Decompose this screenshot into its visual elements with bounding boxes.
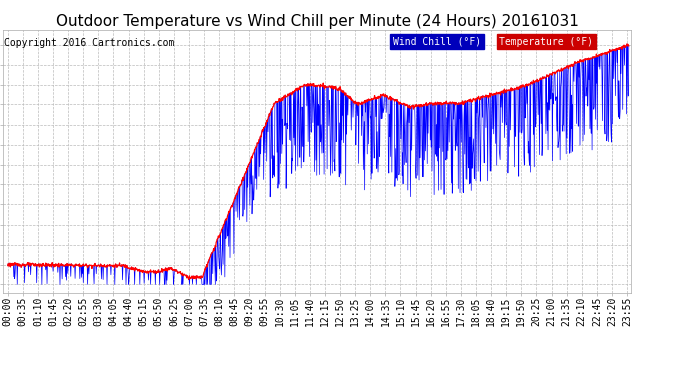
Text: Copyright 2016 Cartronics.com: Copyright 2016 Cartronics.com	[4, 38, 175, 48]
Text: Temperature (°F): Temperature (°F)	[500, 37, 593, 46]
Title: Outdoor Temperature vs Wind Chill per Minute (24 Hours) 20161031: Outdoor Temperature vs Wind Chill per Mi…	[56, 14, 579, 29]
Text: Wind Chill (°F): Wind Chill (°F)	[393, 37, 481, 46]
